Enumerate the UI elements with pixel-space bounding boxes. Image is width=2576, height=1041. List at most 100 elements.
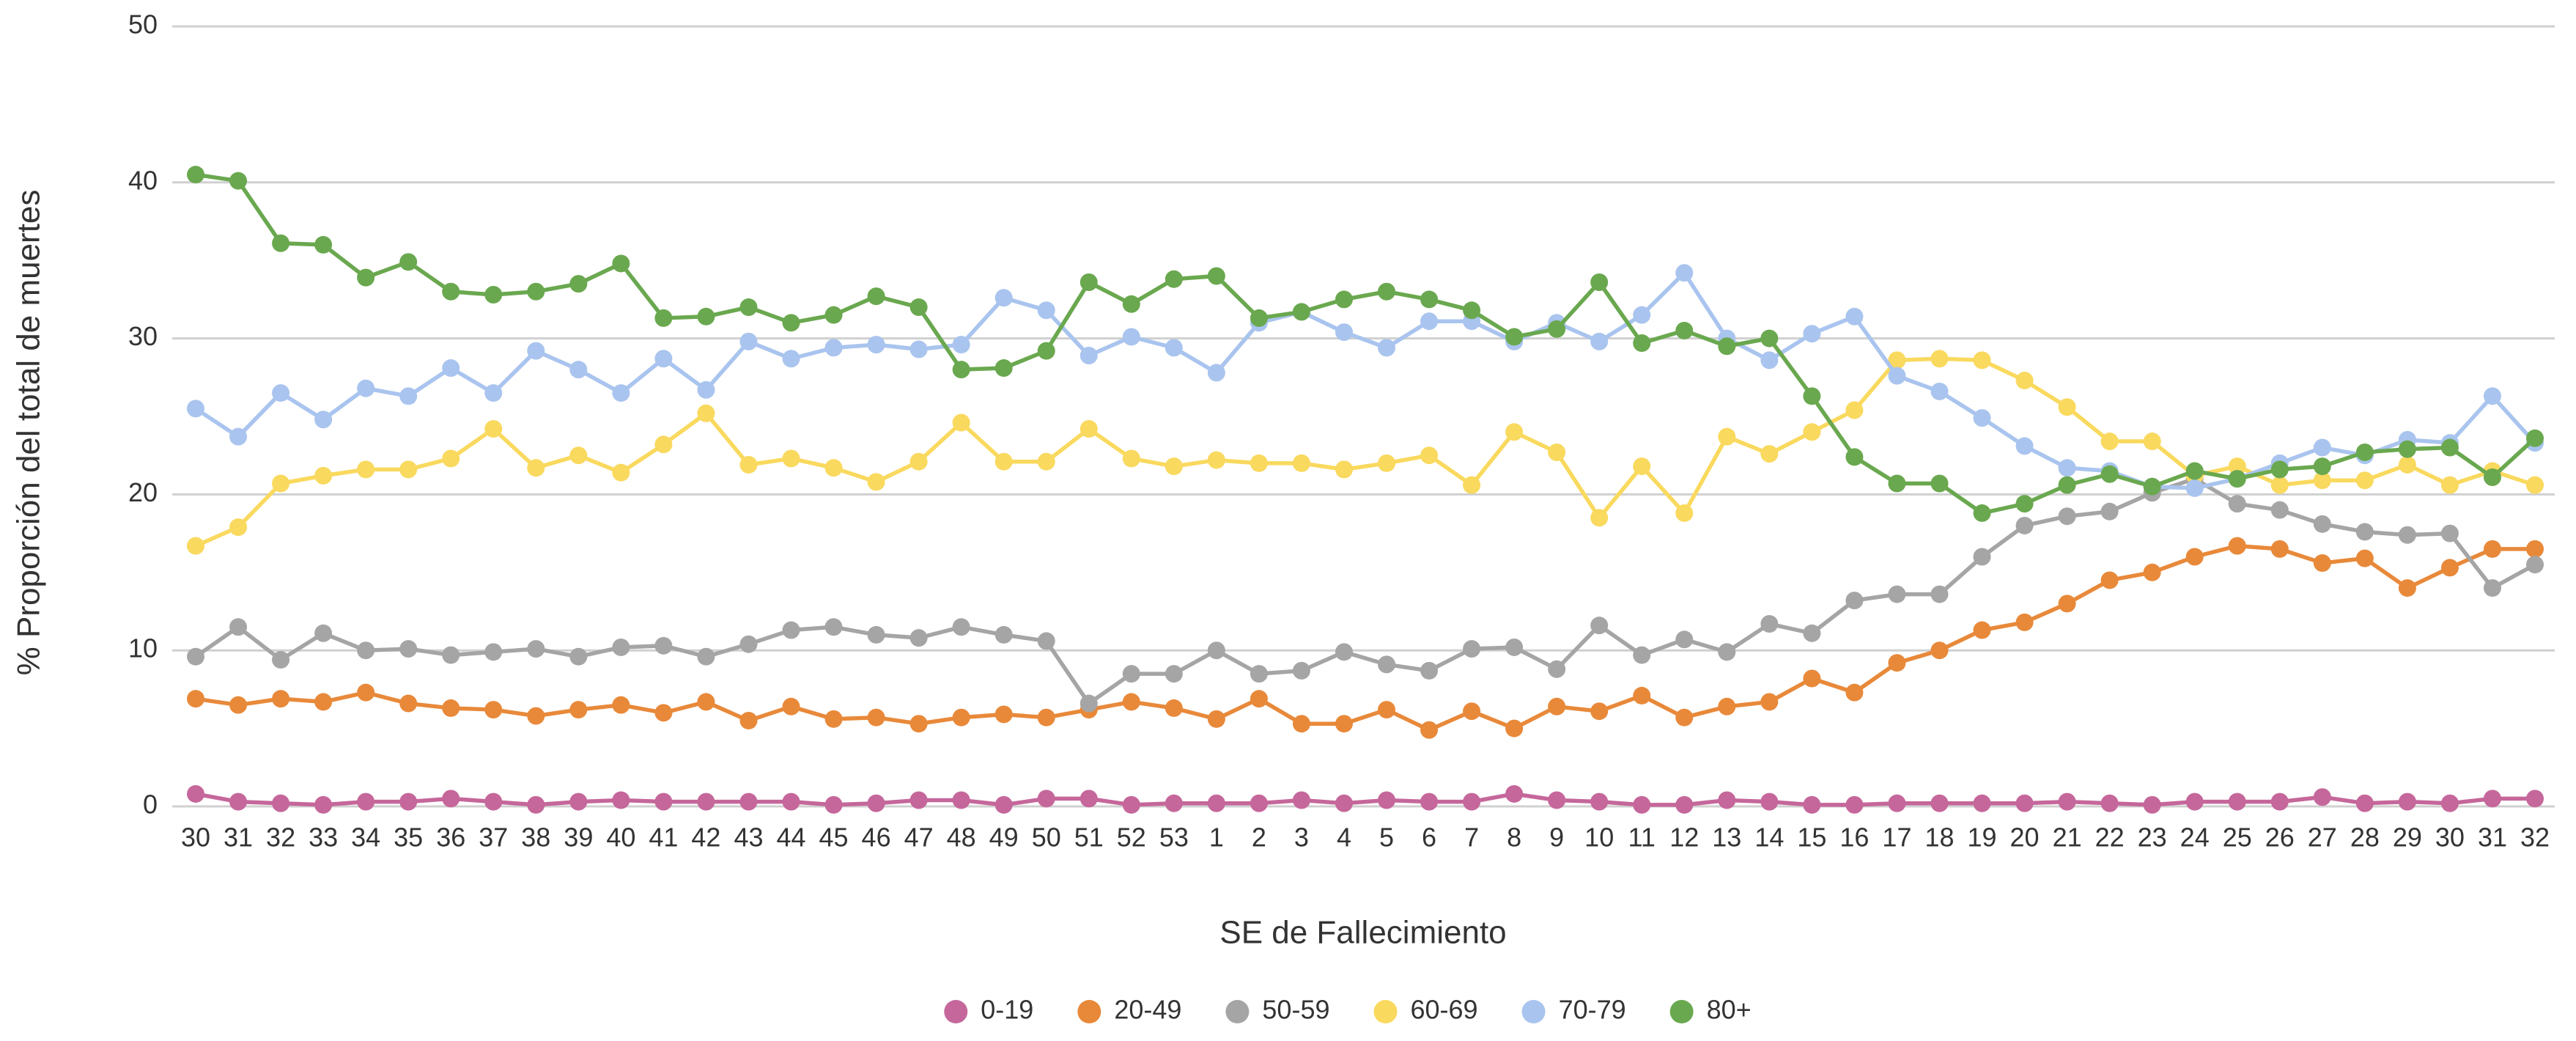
data-point (1378, 701, 1396, 719)
data-point (1292, 454, 1310, 472)
data-point (2185, 792, 2204, 811)
data-point (1463, 702, 1481, 721)
x-tick-label: 25 (2223, 823, 2252, 853)
data-point (2058, 459, 2076, 477)
data-point (909, 298, 928, 317)
data-point (2228, 792, 2246, 811)
data-point (1165, 699, 1183, 717)
data-point (1548, 320, 1566, 338)
data-point (824, 339, 843, 357)
data-point (1803, 423, 1821, 441)
data-point (314, 624, 333, 642)
data-point (654, 309, 673, 327)
x-tick-label: 11 (1628, 823, 1656, 853)
data-point (1803, 325, 1821, 343)
data-point (2058, 507, 2076, 526)
data-point (187, 647, 204, 666)
data-point (1590, 509, 1609, 527)
x-tick-label: 41 (649, 823, 678, 853)
legend-label: 80+ (1707, 995, 1752, 1025)
data-point (952, 618, 970, 636)
data-point (2100, 794, 2119, 812)
data-point (1165, 457, 1183, 476)
data-point (442, 790, 460, 808)
data-point (357, 460, 375, 479)
data-point (1675, 321, 1694, 339)
data-point (1760, 615, 1779, 633)
data-point (2058, 595, 2076, 613)
data-point (1463, 640, 1481, 658)
x-axis-title: SE de Fallecimiento (1219, 915, 1506, 951)
data-point (952, 413, 970, 432)
data-point (357, 268, 375, 287)
data-point (399, 792, 418, 811)
data-point (1888, 585, 1906, 603)
data-point (782, 792, 800, 811)
data-point (1250, 454, 1268, 472)
data-point (1633, 686, 1651, 705)
data-point (1930, 474, 1949, 493)
data-point (1122, 795, 1140, 814)
x-tick-label: 51 (1074, 823, 1104, 853)
data-point (2058, 792, 2076, 811)
x-tick-label: 18 (1924, 823, 1954, 853)
data-point (1250, 309, 1268, 327)
data-point (1973, 621, 1991, 639)
data-point (187, 784, 204, 803)
data-point (612, 791, 630, 809)
data-point (1080, 790, 1098, 808)
data-point (1888, 474, 1906, 493)
data-point (2526, 556, 2544, 574)
data-point (1037, 632, 1055, 650)
data-point (654, 350, 673, 368)
data-point (1675, 795, 1694, 814)
data-point (314, 411, 333, 429)
data-point (399, 640, 418, 658)
data-point (1888, 794, 1906, 812)
data-point (2398, 526, 2416, 544)
data-point (2100, 502, 2119, 520)
x-tick-label: 22 (2095, 823, 2125, 853)
data-point (1590, 702, 1609, 721)
data-point (1250, 665, 1268, 683)
data-point (1335, 715, 1353, 733)
data-point (697, 380, 715, 399)
data-point (1675, 264, 1694, 282)
data-point (1633, 457, 1651, 476)
data-point (442, 449, 460, 468)
data-point (1845, 307, 1864, 325)
data-point (1335, 323, 1353, 342)
data-point (2398, 440, 2416, 458)
data-point (187, 690, 204, 708)
x-tick-label: 23 (2138, 823, 2167, 853)
x-tick-label: 6 (1422, 823, 1436, 853)
data-point (1207, 267, 1225, 285)
data-point (1505, 719, 1524, 737)
x-tick-label: 2 (1252, 823, 1266, 853)
data-point (2270, 476, 2289, 494)
data-point (2185, 462, 2204, 480)
data-point (484, 792, 503, 811)
data-point (2313, 471, 2331, 490)
x-tick-label: 29 (2393, 823, 2422, 853)
data-point (2185, 548, 2204, 566)
x-tick-label: 28 (2350, 823, 2380, 853)
data-point (2526, 476, 2544, 494)
data-point (1548, 697, 1566, 716)
x-tick-label: 14 (1754, 823, 1784, 853)
data-point (1037, 301, 1055, 320)
data-point (824, 306, 843, 324)
data-point (1378, 791, 1396, 809)
data-point (527, 282, 545, 301)
data-point (1250, 794, 1268, 812)
data-point (1378, 282, 1396, 301)
data-point (2440, 524, 2459, 542)
data-point (1122, 328, 1140, 346)
x-tick-label: 5 (1379, 823, 1394, 853)
data-point (1037, 708, 1055, 727)
data-point (1548, 791, 1566, 809)
data-point (2398, 455, 2416, 474)
data-point (1505, 784, 1524, 803)
data-point (1080, 273, 1098, 291)
data-point (1378, 339, 1396, 357)
